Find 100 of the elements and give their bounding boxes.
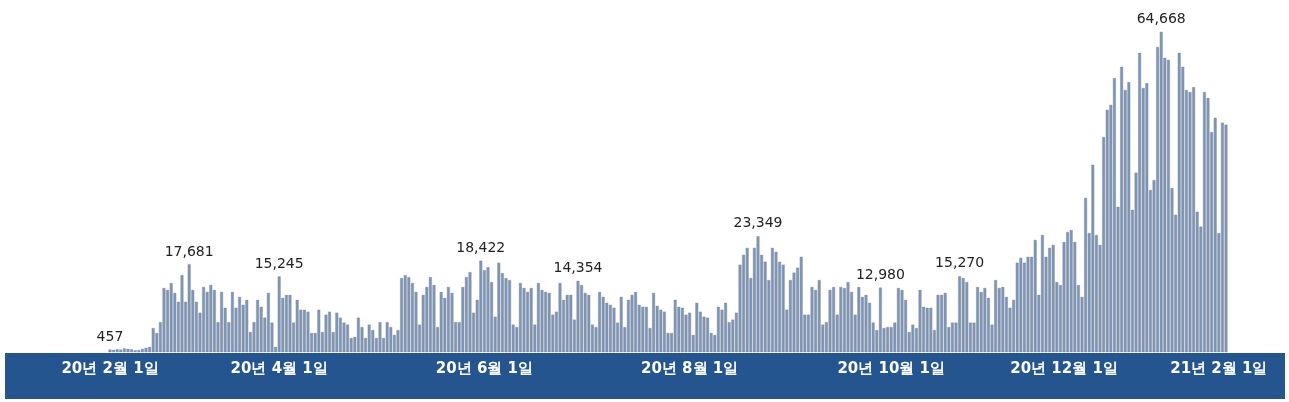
bar — [302, 309, 306, 353]
bar — [446, 286, 450, 353]
bar — [508, 280, 512, 353]
bar — [335, 312, 339, 353]
bar — [1192, 87, 1196, 353]
bar — [965, 282, 969, 353]
bar — [839, 286, 843, 353]
bar — [544, 291, 548, 353]
bar — [169, 283, 173, 353]
bar — [695, 302, 699, 353]
bar — [598, 291, 602, 353]
bar — [479, 260, 483, 353]
bar — [832, 286, 836, 353]
bar — [518, 283, 522, 353]
bar — [497, 262, 501, 353]
bar — [817, 280, 821, 353]
bar — [385, 322, 389, 353]
bar — [979, 291, 983, 353]
bar — [230, 291, 234, 353]
bar — [983, 287, 987, 353]
bar — [1033, 239, 1037, 353]
bar — [122, 348, 126, 353]
bar — [810, 286, 814, 353]
bar — [295, 299, 299, 353]
bar — [407, 277, 411, 353]
bar — [1120, 66, 1124, 353]
bar — [662, 311, 666, 353]
x-tick-label: 20년 8월 1일 — [641, 358, 739, 377]
bar — [940, 294, 944, 353]
bar — [180, 275, 184, 353]
bar — [328, 311, 332, 353]
bar — [724, 302, 728, 353]
bar — [356, 317, 360, 353]
bar — [558, 283, 562, 353]
bar — [187, 264, 191, 353]
bar — [925, 307, 929, 353]
bar — [576, 280, 580, 353]
bar — [1224, 124, 1228, 353]
bar — [1138, 52, 1142, 353]
bar — [936, 294, 940, 353]
bar — [900, 289, 904, 353]
bar — [1066, 232, 1070, 353]
bar — [886, 327, 890, 353]
bar — [958, 276, 962, 353]
bar — [1177, 52, 1181, 353]
bar — [644, 306, 648, 353]
bar — [896, 287, 900, 353]
bar — [1084, 197, 1088, 353]
bar — [612, 307, 616, 353]
bar — [781, 264, 785, 353]
bar — [256, 299, 260, 353]
bar — [619, 296, 623, 353]
bar — [950, 322, 954, 353]
bar — [1166, 59, 1170, 353]
x-tick-label: 20년 2월 1일 — [61, 358, 159, 377]
bar — [1159, 31, 1163, 353]
bar — [529, 287, 533, 353]
bar — [346, 324, 350, 353]
bar — [526, 291, 530, 353]
bar — [277, 276, 281, 353]
bar — [846, 282, 850, 353]
bar — [1040, 235, 1044, 353]
bar — [1112, 78, 1116, 353]
bar — [828, 289, 832, 353]
data-label: 457 — [96, 327, 124, 344]
bar — [1026, 256, 1030, 353]
data-label: 15,270 — [935, 254, 985, 271]
bar — [569, 294, 573, 353]
data-label: 17,681 — [164, 242, 214, 259]
bar — [1220, 122, 1224, 353]
bar — [486, 267, 490, 353]
bar — [1091, 164, 1095, 353]
bar — [745, 247, 749, 353]
bar — [238, 296, 242, 353]
data-label: 64,668 — [1136, 10, 1186, 26]
data-label: 12,980 — [855, 265, 905, 282]
bar — [911, 324, 915, 353]
bar — [864, 294, 868, 353]
data-label: 14,354 — [553, 258, 603, 275]
bar — [284, 294, 288, 353]
bar — [144, 347, 148, 353]
x-tick-label: 21년 2월 1일 — [1170, 358, 1268, 377]
bar — [565, 294, 569, 353]
bar — [126, 348, 130, 353]
bar — [630, 294, 634, 353]
bar — [673, 299, 677, 353]
bar — [878, 287, 882, 353]
bar — [799, 256, 803, 353]
bar — [770, 247, 774, 353]
bar — [994, 280, 998, 353]
bar — [587, 294, 591, 353]
bar — [536, 283, 540, 353]
bar — [688, 312, 692, 353]
bar — [151, 328, 155, 353]
bar — [288, 294, 292, 353]
bar — [317, 309, 321, 353]
x-tick-label: 20년 10월 1일 — [837, 358, 946, 377]
data-label: 15,245 — [254, 254, 304, 271]
bar — [245, 299, 249, 353]
x-tick-label: 20년 12월 1일 — [1010, 358, 1118, 377]
